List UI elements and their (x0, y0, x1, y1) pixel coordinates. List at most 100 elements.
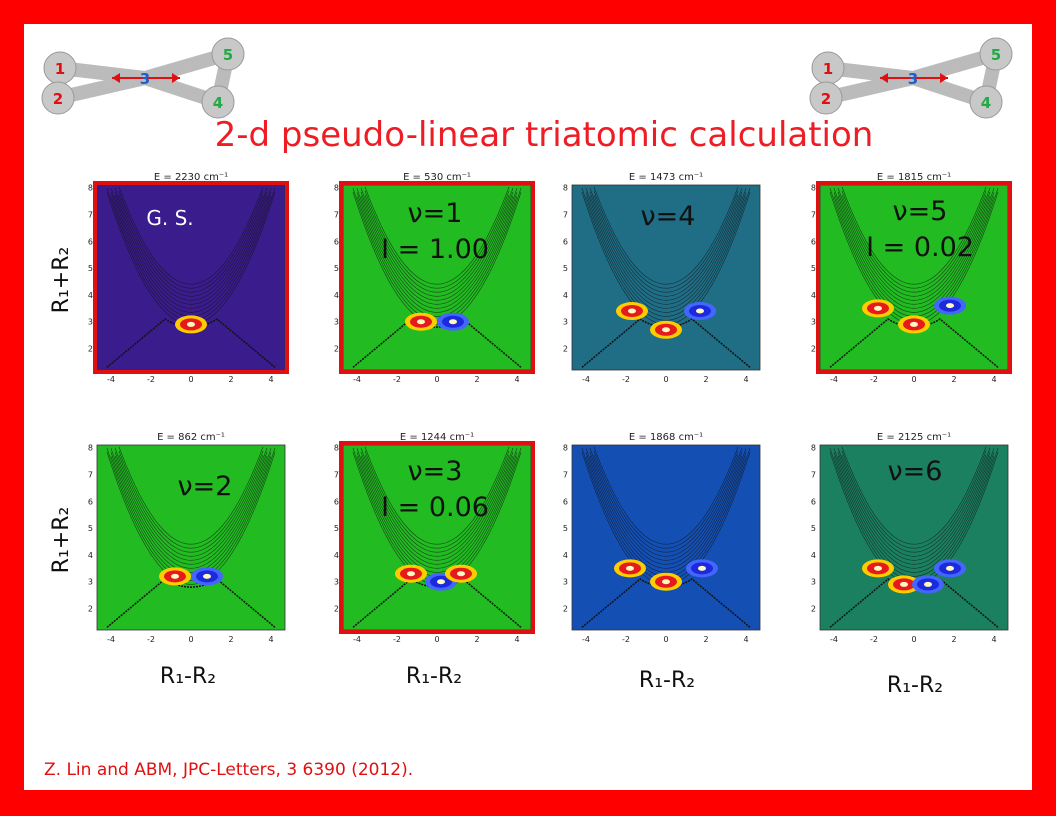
y-tick-label: 5 (88, 264, 93, 273)
y-tick-label: 7 (88, 470, 93, 479)
atom-label: 2 (821, 90, 831, 108)
y-tick-label: 4 (563, 291, 568, 300)
x-tick-label: 4 (268, 375, 273, 384)
contour (589, 447, 743, 557)
x-tick-label: -4 (107, 375, 115, 384)
intensity-label: I = 1.00 (381, 234, 489, 265)
arrow-head (112, 73, 180, 83)
contour (593, 194, 739, 293)
density (874, 305, 882, 311)
x-tick-label: 2 (474, 375, 479, 384)
energy-label: E = 1244 cm⁻¹ (400, 432, 474, 443)
density (628, 308, 636, 314)
x-tick-label: -4 (582, 375, 590, 384)
x-tick-label: 4 (743, 375, 748, 384)
y-tick-label: 2 (334, 605, 339, 614)
contour (837, 187, 991, 297)
y-tick-label: 4 (88, 291, 93, 300)
x-tick-label: 4 (991, 375, 996, 384)
contour (118, 186, 264, 285)
x-axis-label: R₁-R₂ (639, 668, 695, 693)
x-tick-label: -4 (830, 635, 838, 644)
contour (585, 188, 747, 309)
contour (364, 194, 510, 293)
state-label: ν=4 (641, 201, 696, 232)
plot-area (819, 444, 1009, 631)
x-tick-label: 4 (268, 635, 273, 644)
contour (364, 186, 510, 285)
contour (364, 190, 510, 289)
atom-label: 3 (140, 70, 150, 88)
y-tick-label: 3 (563, 578, 568, 587)
contour (360, 455, 514, 565)
atom-label: 5 (223, 46, 233, 64)
density (626, 565, 634, 571)
contour (114, 451, 268, 561)
contour (585, 196, 747, 317)
plot-area (342, 444, 532, 631)
contour (589, 455, 743, 565)
contour (364, 450, 510, 549)
citation: Z. Lin and ABM, JPC-Letters, 3 6390 (201… (44, 760, 413, 780)
density (924, 581, 932, 587)
contour (841, 454, 987, 553)
density (696, 308, 704, 314)
contour (841, 186, 987, 285)
x-tick-label: 0 (663, 375, 668, 384)
y-tick-label: 7 (563, 210, 568, 219)
state-label: ν=5 (893, 196, 948, 227)
y-tick-label: 4 (811, 551, 816, 560)
y-tick-label: 3 (88, 578, 93, 587)
y-tick-label: 8 (811, 184, 816, 193)
energy-label: E = 530 cm⁻¹ (403, 172, 471, 183)
atom (979, 37, 1013, 71)
atom (211, 37, 245, 71)
contour (114, 187, 268, 297)
contour (589, 451, 743, 561)
x-tick-label: -2 (870, 635, 878, 644)
x-tick-label: 4 (514, 635, 519, 644)
contour (360, 195, 514, 305)
density (946, 303, 954, 309)
x-tick-label: 0 (434, 375, 439, 384)
y-tick-label: 5 (334, 524, 339, 533)
y-tick-label: 2 (334, 345, 339, 354)
y-tick-label: 2 (563, 605, 568, 614)
y-tick-label: 7 (334, 210, 339, 219)
atom-label: 4 (981, 94, 991, 112)
state-label: G. S. (146, 206, 193, 230)
plot: -4 -2 0 2 4 2 3 4 5 6 7 8 E = 862 cm⁻¹ ν=2 (88, 432, 286, 644)
y-tick-label: 6 (563, 237, 568, 246)
state-label: ν=2 (178, 471, 233, 502)
density (187, 321, 195, 327)
y-tick-label: 3 (334, 318, 339, 327)
contour (352, 191, 522, 325)
y-tick-label: 5 (88, 524, 93, 533)
contour (837, 455, 991, 565)
contour (118, 194, 264, 293)
contour (837, 191, 991, 301)
plot: -4 -2 0 2 4 2 3 4 5 6 7 8 E = 2230 cm⁻¹ G. S. (88, 172, 289, 384)
x-axis-label: R₁-R₂ (160, 664, 216, 689)
plot-area (571, 184, 761, 371)
intensity-label: I = 0.06 (381, 492, 489, 523)
y-tick-label: 6 (563, 497, 568, 506)
y-tick-label: 8 (563, 444, 568, 453)
plot: -4 -2 0 2 4 2 3 4 5 6 7 8 E = 1815 cm⁻¹ ν=5 I = 0.02 (811, 172, 1012, 384)
y-tick-label: 5 (563, 264, 568, 273)
contour (593, 190, 739, 289)
y-tick-label: 4 (334, 551, 339, 560)
x-tick-label: 0 (911, 635, 916, 644)
x-tick-label: -2 (870, 375, 878, 384)
y-tick-label: 4 (563, 551, 568, 560)
contour (837, 451, 991, 561)
contour (589, 195, 743, 305)
y-tick-label: 5 (811, 264, 816, 273)
contour (360, 187, 514, 297)
contour (114, 455, 268, 565)
x-tick-label: 0 (911, 375, 916, 384)
contour (110, 456, 272, 577)
x-tick-label: -4 (582, 635, 590, 644)
contour (360, 191, 514, 301)
